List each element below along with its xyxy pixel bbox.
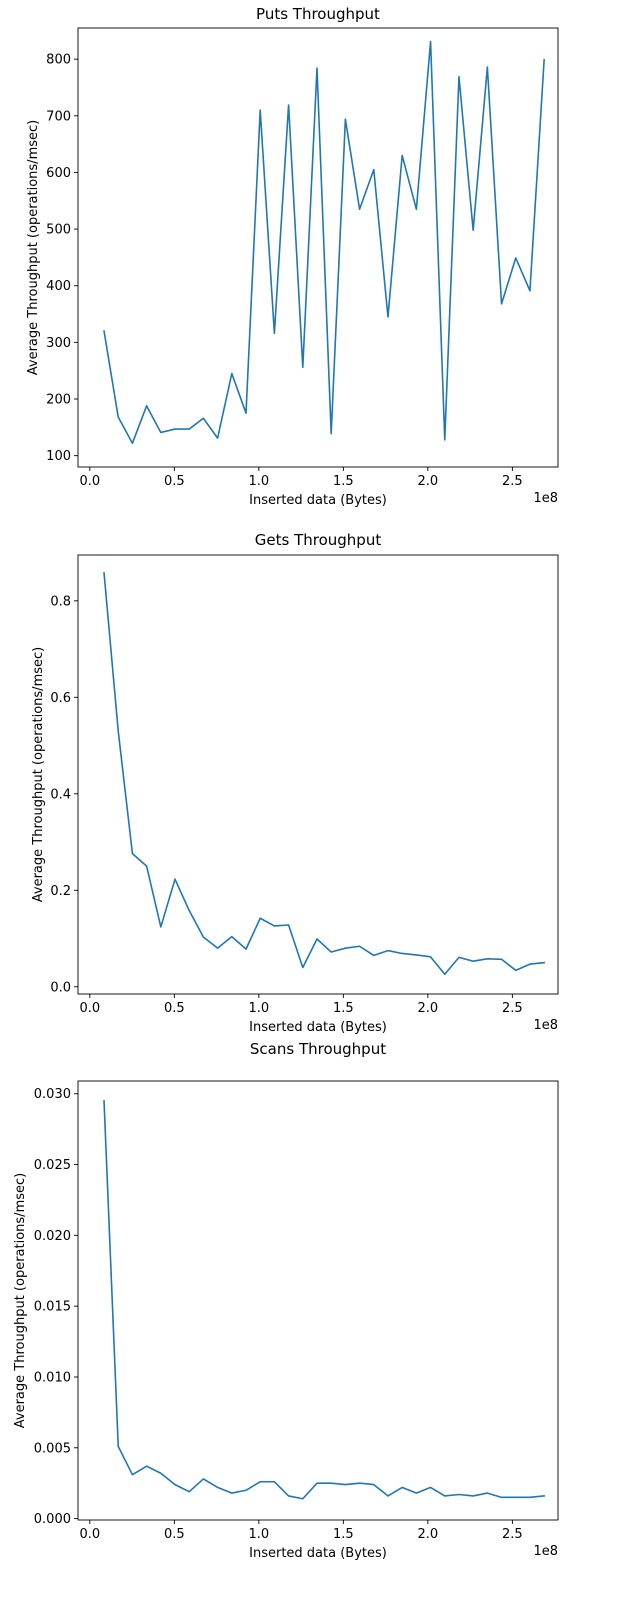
y-tick-label: 100 (46, 449, 71, 464)
x-tick-label: 1.5 (333, 474, 354, 489)
y-tick-label: 300 (46, 336, 71, 351)
x-tick-label: 0.5 (164, 1001, 185, 1016)
y-tick-label: 600 (46, 166, 71, 181)
y-tick-label: 0.010 (34, 1370, 71, 1385)
x-tick-label: 1.0 (249, 1527, 270, 1542)
y-tick-label: 0.2 (50, 884, 71, 899)
y-tick-label: 0.0 (50, 980, 71, 995)
series-line (103, 40, 545, 445)
plot-frame (77, 1080, 559, 1521)
y-axis-label: Average Throughput (operations/msec) (31, 647, 46, 902)
chart-panel-3: Scans Throughput 0.0 0.5 1.0 1.5 2.0 2.5 0.000 0… (13, 1040, 559, 1561)
chart-title: Gets Throughput (255, 531, 382, 549)
y-tick-label: 400 (46, 279, 71, 294)
chart-panel-2: Gets Throughput 0.0 0.5 1.0 1.5 2.0 2.5 0.0 0.2 0… (31, 531, 559, 1035)
x-tick-label: 0.5 (164, 474, 185, 489)
y-tick-label: 500 (46, 223, 71, 238)
x-offset-label: 1e8 (533, 1018, 558, 1033)
series-line (103, 1099, 546, 1500)
chart-title: Scans Throughput (250, 1040, 386, 1058)
x-tick-label: 0.5 (164, 1527, 185, 1542)
plot-frame (77, 554, 559, 995)
x-tick-label: 0.0 (79, 1001, 100, 1016)
y-tick-label: 0.4 (50, 787, 71, 802)
x-axis-label: Inserted data (Bytes) (249, 1546, 387, 1561)
y-axis-label: Average Throughput (operations/msec) (13, 1173, 28, 1428)
y-tick-label: 800 (46, 53, 71, 68)
plot-frame (77, 27, 559, 468)
x-tick-label: 1.0 (249, 474, 270, 489)
x-offset-label: 1e8 (533, 491, 558, 506)
chart-panel-1: Puts Throughput 0.0 0.5 1.0 1.5 2.0 2.5 100 200 3… (26, 5, 559, 508)
y-axis-label: Average Throughput (operations/msec) (26, 120, 41, 375)
y-tick-label: 0.005 (34, 1441, 71, 1456)
x-axis-label: Inserted data (Bytes) (249, 493, 387, 508)
series-line (103, 571, 546, 976)
y-tick-label: 0.000 (34, 1512, 71, 1527)
x-tick-label: 2.0 (418, 474, 439, 489)
y-tick-label: 700 (46, 109, 71, 124)
x-tick-label: 0.0 (79, 1527, 100, 1542)
x-offset-label: 1e8 (533, 1544, 558, 1559)
x-tick-label: 0.0 (79, 474, 100, 489)
x-tick-label: 1.5 (333, 1527, 354, 1542)
chart-title: Puts Throughput (256, 5, 380, 23)
x-tick-label: 2.5 (502, 1527, 523, 1542)
y-tick-label: 0.6 (50, 691, 71, 706)
y-tick-label: 0.8 (50, 594, 71, 609)
x-tick-label: 2.0 (418, 1001, 439, 1016)
y-tick-label: 200 (46, 393, 71, 408)
x-axis-label: Inserted data (Bytes) (249, 1020, 387, 1035)
x-tick-label: 2.5 (502, 1001, 523, 1016)
y-tick-label: 0.020 (34, 1229, 71, 1244)
y-tick-label: 0.015 (34, 1300, 71, 1315)
x-tick-label: 2.5 (502, 474, 523, 489)
x-tick-label: 1.5 (333, 1001, 354, 1016)
y-tick-label: 0.025 (34, 1158, 71, 1173)
x-tick-label: 1.0 (249, 1001, 270, 1016)
y-tick-label: 0.030 (34, 1087, 71, 1102)
x-tick-label: 2.0 (418, 1527, 439, 1542)
